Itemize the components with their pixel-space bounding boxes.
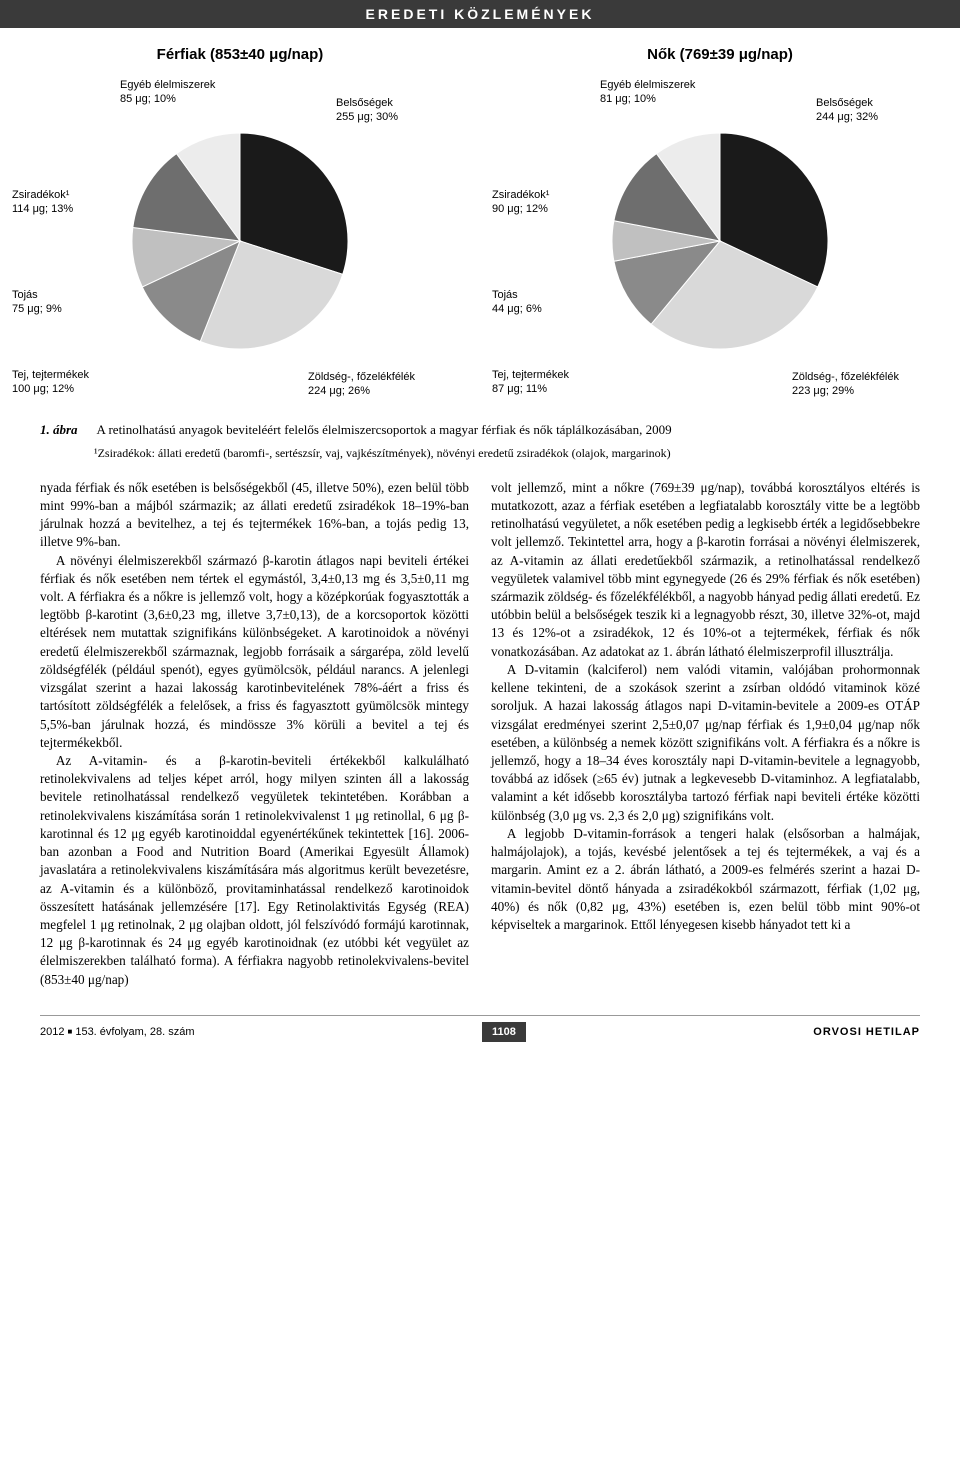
pie-label: Zsiradékok¹90 μg; 12% bbox=[492, 189, 549, 217]
figure-footnote: ¹Zsiradékok: állati eredetű (baromfi-, s… bbox=[94, 445, 920, 461]
body-columns: nyada férfiak és nők esetében is belsősé… bbox=[0, 479, 960, 989]
footer-journal: ORVOSI HETILAP bbox=[813, 1026, 920, 1038]
chart-left-title: Férfiak (853±40 μg/nap) bbox=[10, 46, 470, 63]
pie-label: Zöldség-, főzelékfélék223 μg; 29% bbox=[792, 371, 899, 399]
body-col-left: nyada férfiak és nők esetében is belsősé… bbox=[40, 479, 469, 989]
body-paragraph: A legjobb D-vitamin-források a tengeri h… bbox=[491, 825, 920, 934]
section-banner: EREDETI KÖZLEMÉNYEK bbox=[0, 0, 960, 28]
charts-row: Férfiak (853±40 μg/nap) Belsőségek255 μg… bbox=[0, 46, 960, 411]
chart-right: Nők (769±39 μg/nap) Belsőségek244 μg; 32… bbox=[490, 46, 950, 411]
pie-label: Belsőségek255 μg; 30% bbox=[336, 97, 398, 125]
pie-label: Zöldség-, főzelékfélék224 μg; 26% bbox=[308, 371, 415, 399]
pie-label: Zsiradékok¹114 μg; 13% bbox=[12, 189, 73, 217]
figure-number: 1. ábra bbox=[40, 421, 94, 439]
pie-label: Tej, tejtermékek87 μg; 11% bbox=[492, 369, 569, 397]
body-paragraph: volt jellemző, mint a nőkre (769±39 μg/n… bbox=[491, 479, 920, 661]
body-paragraph: A növényi élelmiszerekből származó β-kar… bbox=[40, 552, 469, 752]
pie-label: Tojás44 μg; 6% bbox=[492, 289, 542, 317]
body-paragraph: nyada férfiak és nők esetében is belsősé… bbox=[40, 479, 469, 552]
footer-left: 2012■153. évfolyam, 28. szám bbox=[40, 1026, 195, 1038]
body-col-right: volt jellemző, mint a nőkre (769±39 μg/n… bbox=[491, 479, 920, 989]
figure-caption-text: A retinolhatású anyagok beviteléért fele… bbox=[97, 422, 672, 437]
chart-right-title: Nők (769±39 μg/nap) bbox=[490, 46, 950, 63]
body-paragraph: Az A-vitamin- és a β-karotin-beviteli ér… bbox=[40, 752, 469, 989]
chart-left: Férfiak (853±40 μg/nap) Belsőségek255 μg… bbox=[10, 46, 470, 411]
pie-label: Egyéb élelmiszerek85 μg; 10% bbox=[120, 79, 215, 107]
pie-label: Tej, tejtermékek100 μg; 12% bbox=[12, 369, 89, 397]
pie-label: Tojás75 μg; 9% bbox=[12, 289, 62, 317]
pie-label: Belsőségek244 μg; 32% bbox=[816, 97, 878, 125]
footer-page: 1108 bbox=[482, 1022, 526, 1042]
pie-label: Egyéb élelmiszerek81 μg; 10% bbox=[600, 79, 695, 107]
page-footer: 2012■153. évfolyam, 28. szám 1108 ORVOSI… bbox=[40, 1015, 920, 1042]
figure-caption: 1. ábra A retinolhatású anyagok bevitelé… bbox=[40, 421, 920, 439]
body-paragraph: A D-vitamin (kalciferol) nem valódi vita… bbox=[491, 661, 920, 825]
